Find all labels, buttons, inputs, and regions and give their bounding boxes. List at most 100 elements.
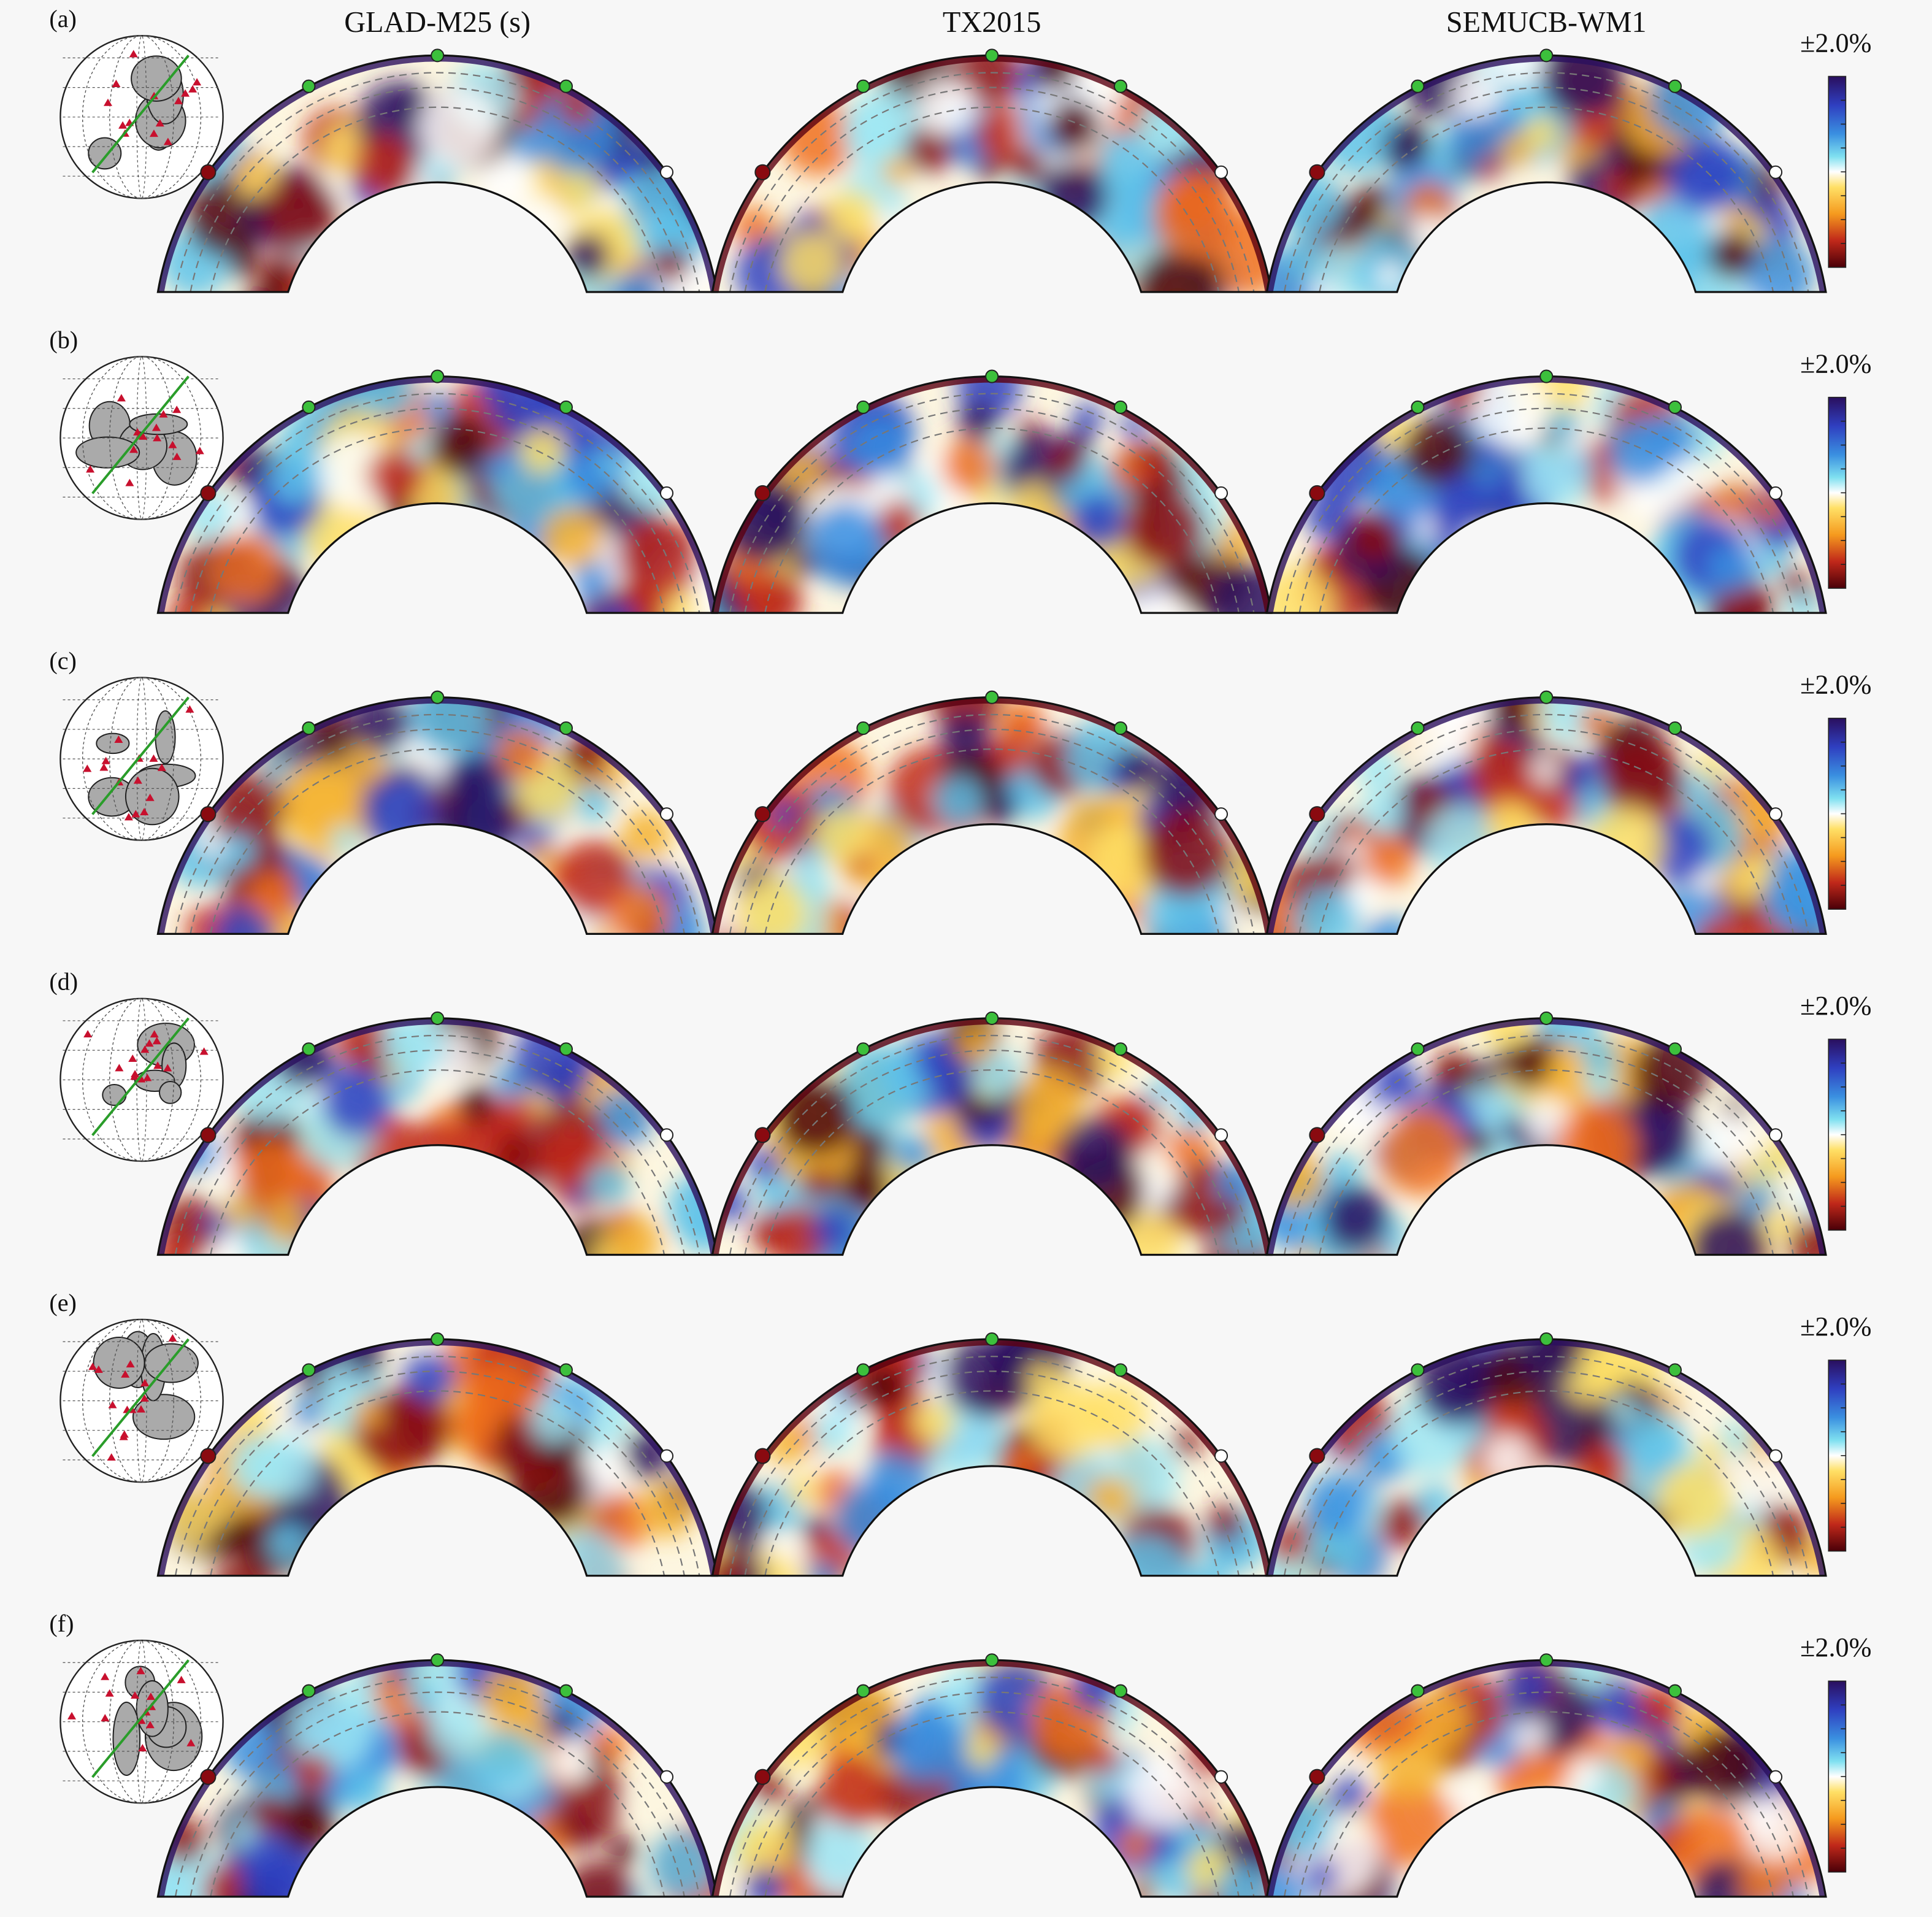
anomaly [1008,146,1046,185]
globe-grid [109,1640,174,1804]
anomaly [818,1756,890,1827]
anomaly [529,1396,578,1445]
great-circle [91,1338,190,1458]
section-outline [711,1338,1273,1577]
anomaly [1707,544,1757,593]
anomaly [918,77,975,135]
station-marker [108,1400,117,1408]
depth-contour [1319,1711,1774,1897]
anomaly [740,570,803,613]
path-point [1668,79,1682,93]
depth-contour [190,1691,685,1897]
path-point [1539,1332,1554,1347]
station-marker [143,1074,152,1081]
globe-land [102,1083,127,1106]
anomaly [209,1526,237,1554]
station-marker [174,96,183,104]
anomaly [1505,1040,1552,1087]
cross-section [158,55,717,292]
path-point [659,1128,674,1142]
anomaly [1698,1112,1755,1170]
anomaly [740,1562,769,1576]
anomaly [1688,1209,1768,1255]
anomaly [956,1026,994,1063]
globe-grid [82,677,202,841]
station-marker [163,1064,172,1072]
anomaly [1646,1754,1680,1788]
anomaly [618,518,700,600]
anomaly [291,1397,323,1429]
anomaly [1096,132,1161,196]
station-marker [155,119,164,127]
section-outline [1265,696,1827,935]
depth-contour [174,1356,700,1576]
path-point [1411,1042,1425,1056]
station-marker [86,465,95,473]
depth-contour [1319,1069,1774,1255]
station-marker [145,793,155,801]
anomaly [1357,182,1389,214]
depth-contour [1319,748,1774,934]
anomaly [735,875,808,934]
depth-contour [744,1050,1240,1255]
anomaly [596,450,625,480]
path-point [985,48,999,63]
globe-grid [109,356,174,520]
cross-section [712,697,1271,934]
anomaly [765,1205,829,1255]
anomaly [571,561,611,601]
path-point [856,1684,870,1698]
depth-contour [744,407,1240,613]
globe-grid [109,35,174,199]
depth-contour [1283,393,1809,613]
depth-contour [1298,1370,1794,1576]
anomaly [780,231,844,292]
great-circle [91,1659,190,1778]
station-marker [129,50,138,58]
anomaly [1522,442,1592,512]
station-marker [199,1047,209,1055]
path-point [985,1011,999,1025]
path-point [1411,721,1425,736]
station-marker [188,85,197,93]
section-outline [1265,375,1827,614]
path-point [754,806,771,823]
anomaly [1719,1421,1754,1456]
anomaly [1508,1661,1554,1707]
globe-grid [82,35,202,199]
path-point [1768,486,1783,501]
path-point [302,1363,316,1377]
depth-contour [1298,407,1794,613]
globe-grid [82,1640,202,1804]
station-marker [136,1405,146,1413]
anomaly [1476,439,1503,465]
station-marker [120,1430,129,1438]
station-marker [140,1045,150,1053]
station-marker [172,452,182,460]
path-point [1668,721,1682,736]
path-point [985,369,999,383]
path-point [1309,1769,1325,1785]
anomaly [1027,1380,1107,1461]
depth-contour [1283,1356,1809,1576]
anomaly [1126,1755,1200,1829]
path-point [1411,79,1425,93]
section-outline [1265,1659,1827,1898]
station-marker [101,1672,110,1680]
great-circle [91,55,190,174]
anomaly [1311,282,1336,292]
globe-land [93,1336,145,1389]
anomaly [1119,1829,1152,1862]
path-point [1411,1684,1425,1698]
anomaly [1745,1802,1804,1862]
station-marker [136,1667,145,1675]
anomaly [987,734,1031,777]
row: (e) ±2.0% [49,1289,1871,1577]
anomaly [590,1492,650,1551]
great-circle [91,696,190,815]
anomaly [204,1213,230,1239]
path-point [431,1011,445,1025]
anomaly [1695,915,1746,934]
station-marker [140,807,149,815]
